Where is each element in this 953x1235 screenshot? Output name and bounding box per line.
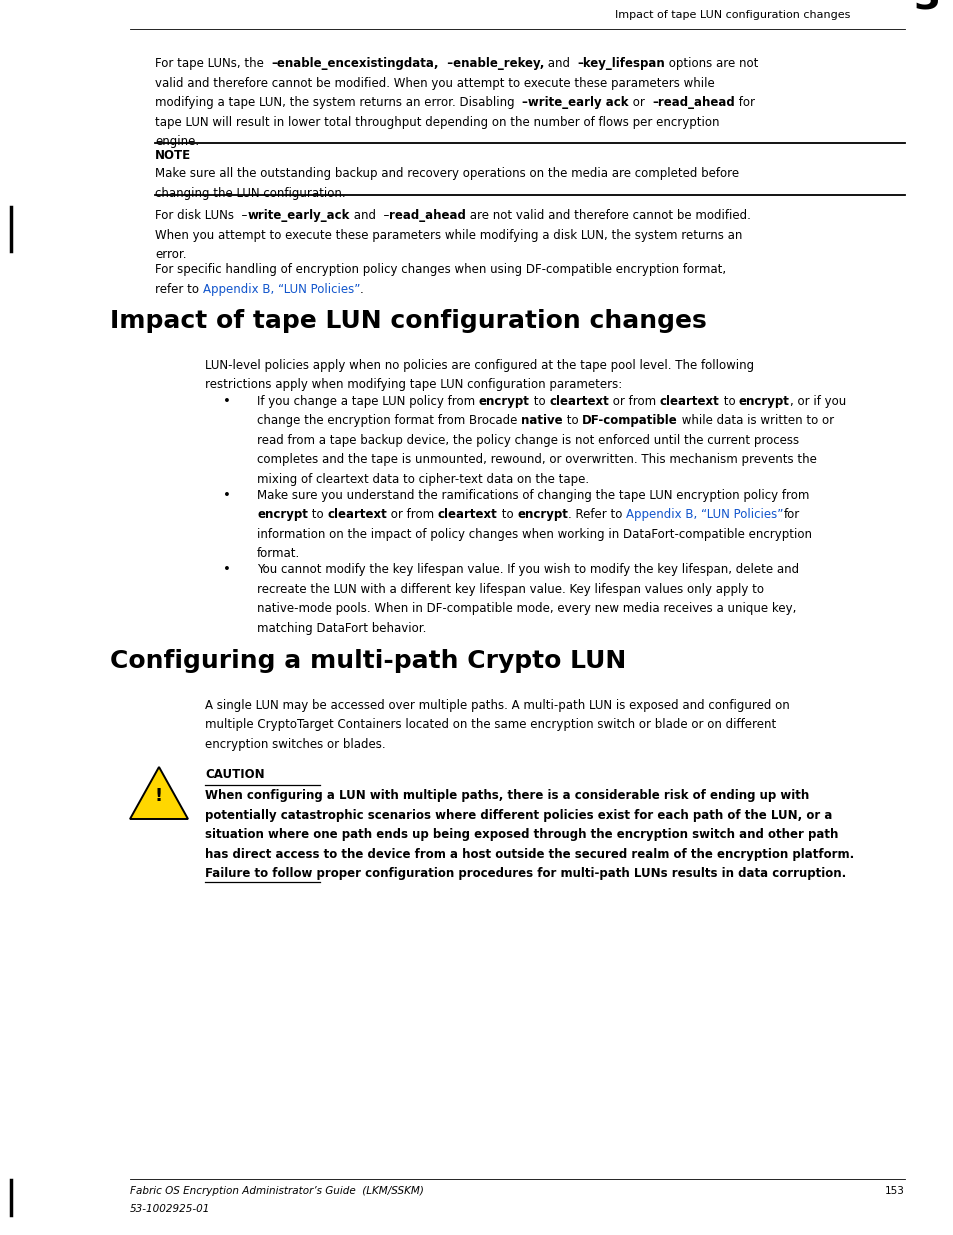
Text: –write_early ack: –write_early ack: [521, 96, 628, 109]
Text: –enable_encexistingdata,: –enable_encexistingdata,: [271, 57, 438, 70]
Text: or: or: [628, 96, 651, 109]
Text: Impact of tape LUN configuration changes: Impact of tape LUN configuration changes: [614, 10, 849, 20]
Text: and  –: and –: [350, 210, 389, 222]
Text: For tape LUNs, the: For tape LUNs, the: [154, 57, 271, 70]
Text: to: to: [562, 414, 581, 427]
Text: write_early_ack: write_early_ack: [247, 210, 350, 222]
Text: Fabric OS Encryption Administrator’s Guide  (LKM/SSKM): Fabric OS Encryption Administrator’s Gui…: [130, 1186, 423, 1195]
Text: information on the impact of policy changes when working in DataFort-compatible : information on the impact of policy chan…: [256, 527, 811, 541]
Text: cleartext: cleartext: [549, 395, 608, 408]
Text: encrypt: encrypt: [739, 395, 789, 408]
Text: valid and therefore cannot be modified. When you attempt to execute these parame: valid and therefore cannot be modified. …: [154, 77, 714, 89]
Text: or from: or from: [387, 509, 437, 521]
Text: 53-1002925-01: 53-1002925-01: [130, 1204, 211, 1214]
Text: You cannot modify the key lifespan value. If you wish to modify the key lifespan: You cannot modify the key lifespan value…: [256, 563, 799, 577]
Text: •: •: [223, 563, 231, 577]
Text: change the encryption format from Brocade: change the encryption format from Brocad…: [256, 414, 520, 427]
Text: cleartext: cleartext: [327, 509, 387, 521]
Text: to: to: [497, 509, 517, 521]
Text: completes and the tape is unmounted, rewound, or overwritten. This mechanism pre: completes and the tape is unmounted, rew…: [256, 453, 816, 467]
Text: format.: format.: [256, 547, 300, 561]
Text: When configuring a LUN with multiple paths, there is a considerable risk of endi: When configuring a LUN with multiple pat…: [205, 789, 808, 803]
Text: to: to: [719, 395, 739, 408]
Text: multiple CryptoTarget Containers located on the same encryption switch or blade : multiple CryptoTarget Containers located…: [205, 719, 776, 731]
Text: A single LUN may be accessed over multiple paths. A multi-path LUN is exposed an: A single LUN may be accessed over multip…: [205, 699, 789, 711]
Text: encrypt: encrypt: [256, 509, 308, 521]
Text: recreate the LUN with a different key lifespan value. Key lifespan values only a: recreate the LUN with a different key li…: [256, 583, 763, 595]
Text: has direct access to the device from a host outside the secured realm of the enc: has direct access to the device from a h…: [205, 848, 853, 861]
Text: For specific handling of encryption policy changes when using DF-compatible encr: For specific handling of encryption poli…: [154, 263, 725, 277]
Text: matching DataFort behavior.: matching DataFort behavior.: [256, 621, 426, 635]
Text: refer to: refer to: [154, 283, 203, 295]
Text: for: for: [782, 509, 799, 521]
Text: LUN-level policies apply when no policies are configured at the tape pool level.: LUN-level policies apply when no policie…: [205, 358, 753, 372]
Text: –enable_rekey,: –enable_rekey,: [438, 57, 543, 70]
Text: error.: error.: [154, 248, 186, 262]
Text: DF-compatible: DF-compatible: [581, 414, 678, 427]
Text: to: to: [529, 395, 549, 408]
Text: mixing of cleartext data to cipher-text data on the tape.: mixing of cleartext data to cipher-text …: [256, 473, 589, 485]
Text: Impact of tape LUN configuration changes: Impact of tape LUN configuration changes: [110, 309, 706, 333]
Text: . Refer to: . Refer to: [567, 509, 625, 521]
Text: for: for: [734, 96, 754, 109]
Text: , or if you: , or if you: [789, 395, 845, 408]
Text: Appendix B, “LUN Policies”: Appendix B, “LUN Policies”: [203, 283, 359, 295]
Text: •: •: [223, 489, 231, 501]
Text: 3: 3: [912, 0, 939, 17]
Text: native-mode pools. When in DF-compatible mode, every new media receives a unique: native-mode pools. When in DF-compatible…: [256, 603, 796, 615]
Text: !: !: [154, 787, 163, 804]
Text: .: .: [359, 283, 363, 295]
Text: are not valid and therefore cannot be modified.: are not valid and therefore cannot be mo…: [465, 210, 750, 222]
Text: •: •: [223, 395, 231, 408]
Text: encryption switches or blades.: encryption switches or blades.: [205, 737, 385, 751]
Text: situation where one path ends up being exposed through the encryption switch and: situation where one path ends up being e…: [205, 829, 838, 841]
Text: tape LUN will result in lower total throughput depending on the number of flows : tape LUN will result in lower total thro…: [154, 116, 719, 128]
Text: When you attempt to execute these parameters while modifying a disk LUN, the sys: When you attempt to execute these parame…: [154, 228, 741, 242]
Polygon shape: [130, 767, 188, 819]
Text: Failure to follow proper configuration procedures for multi-path LUNs results in: Failure to follow proper configuration p…: [205, 867, 845, 881]
Text: or from: or from: [608, 395, 659, 408]
Text: NOTE: NOTE: [154, 149, 191, 162]
Text: For disk LUNs  –: For disk LUNs –: [154, 210, 247, 222]
Text: Make sure you understand the ramifications of changing the tape LUN encryption p: Make sure you understand the ramificatio…: [256, 489, 808, 501]
Text: and: and: [543, 57, 578, 70]
Text: If you change a tape LUN policy from: If you change a tape LUN policy from: [256, 395, 478, 408]
Text: –key_lifespan: –key_lifespan: [578, 57, 665, 70]
Text: options are not: options are not: [665, 57, 758, 70]
Text: Appendix B, “LUN Policies”: Appendix B, “LUN Policies”: [625, 509, 782, 521]
Text: engine.: engine.: [154, 135, 199, 148]
Text: native: native: [520, 414, 562, 427]
Text: cleartext: cleartext: [437, 509, 497, 521]
Text: modifying a tape LUN, the system returns an error. Disabling: modifying a tape LUN, the system returns…: [154, 96, 521, 109]
Text: potentially catastrophic scenarios where different policies exist for each path : potentially catastrophic scenarios where…: [205, 809, 832, 823]
Text: Configuring a multi-path Crypto LUN: Configuring a multi-path Crypto LUN: [110, 650, 625, 673]
Text: changing the LUN configuration.: changing the LUN configuration.: [154, 186, 345, 200]
Text: CAUTION: CAUTION: [205, 768, 264, 781]
Text: while data is written to or: while data is written to or: [678, 414, 833, 427]
Text: 153: 153: [884, 1186, 904, 1195]
Text: cleartext: cleartext: [659, 395, 719, 408]
Text: –read_ahead: –read_ahead: [651, 96, 734, 109]
Text: to: to: [308, 509, 327, 521]
Text: read_ahead: read_ahead: [389, 210, 465, 222]
Text: encrypt: encrypt: [478, 395, 529, 408]
Text: restrictions apply when modifying tape LUN configuration parameters:: restrictions apply when modifying tape L…: [205, 378, 621, 391]
Text: read from a tape backup device, the policy change is not enforced until the curr: read from a tape backup device, the poli…: [256, 433, 799, 447]
Text: Make sure all the outstanding backup and recovery operations on the media are co: Make sure all the outstanding backup and…: [154, 167, 739, 180]
Text: encrypt: encrypt: [517, 509, 567, 521]
